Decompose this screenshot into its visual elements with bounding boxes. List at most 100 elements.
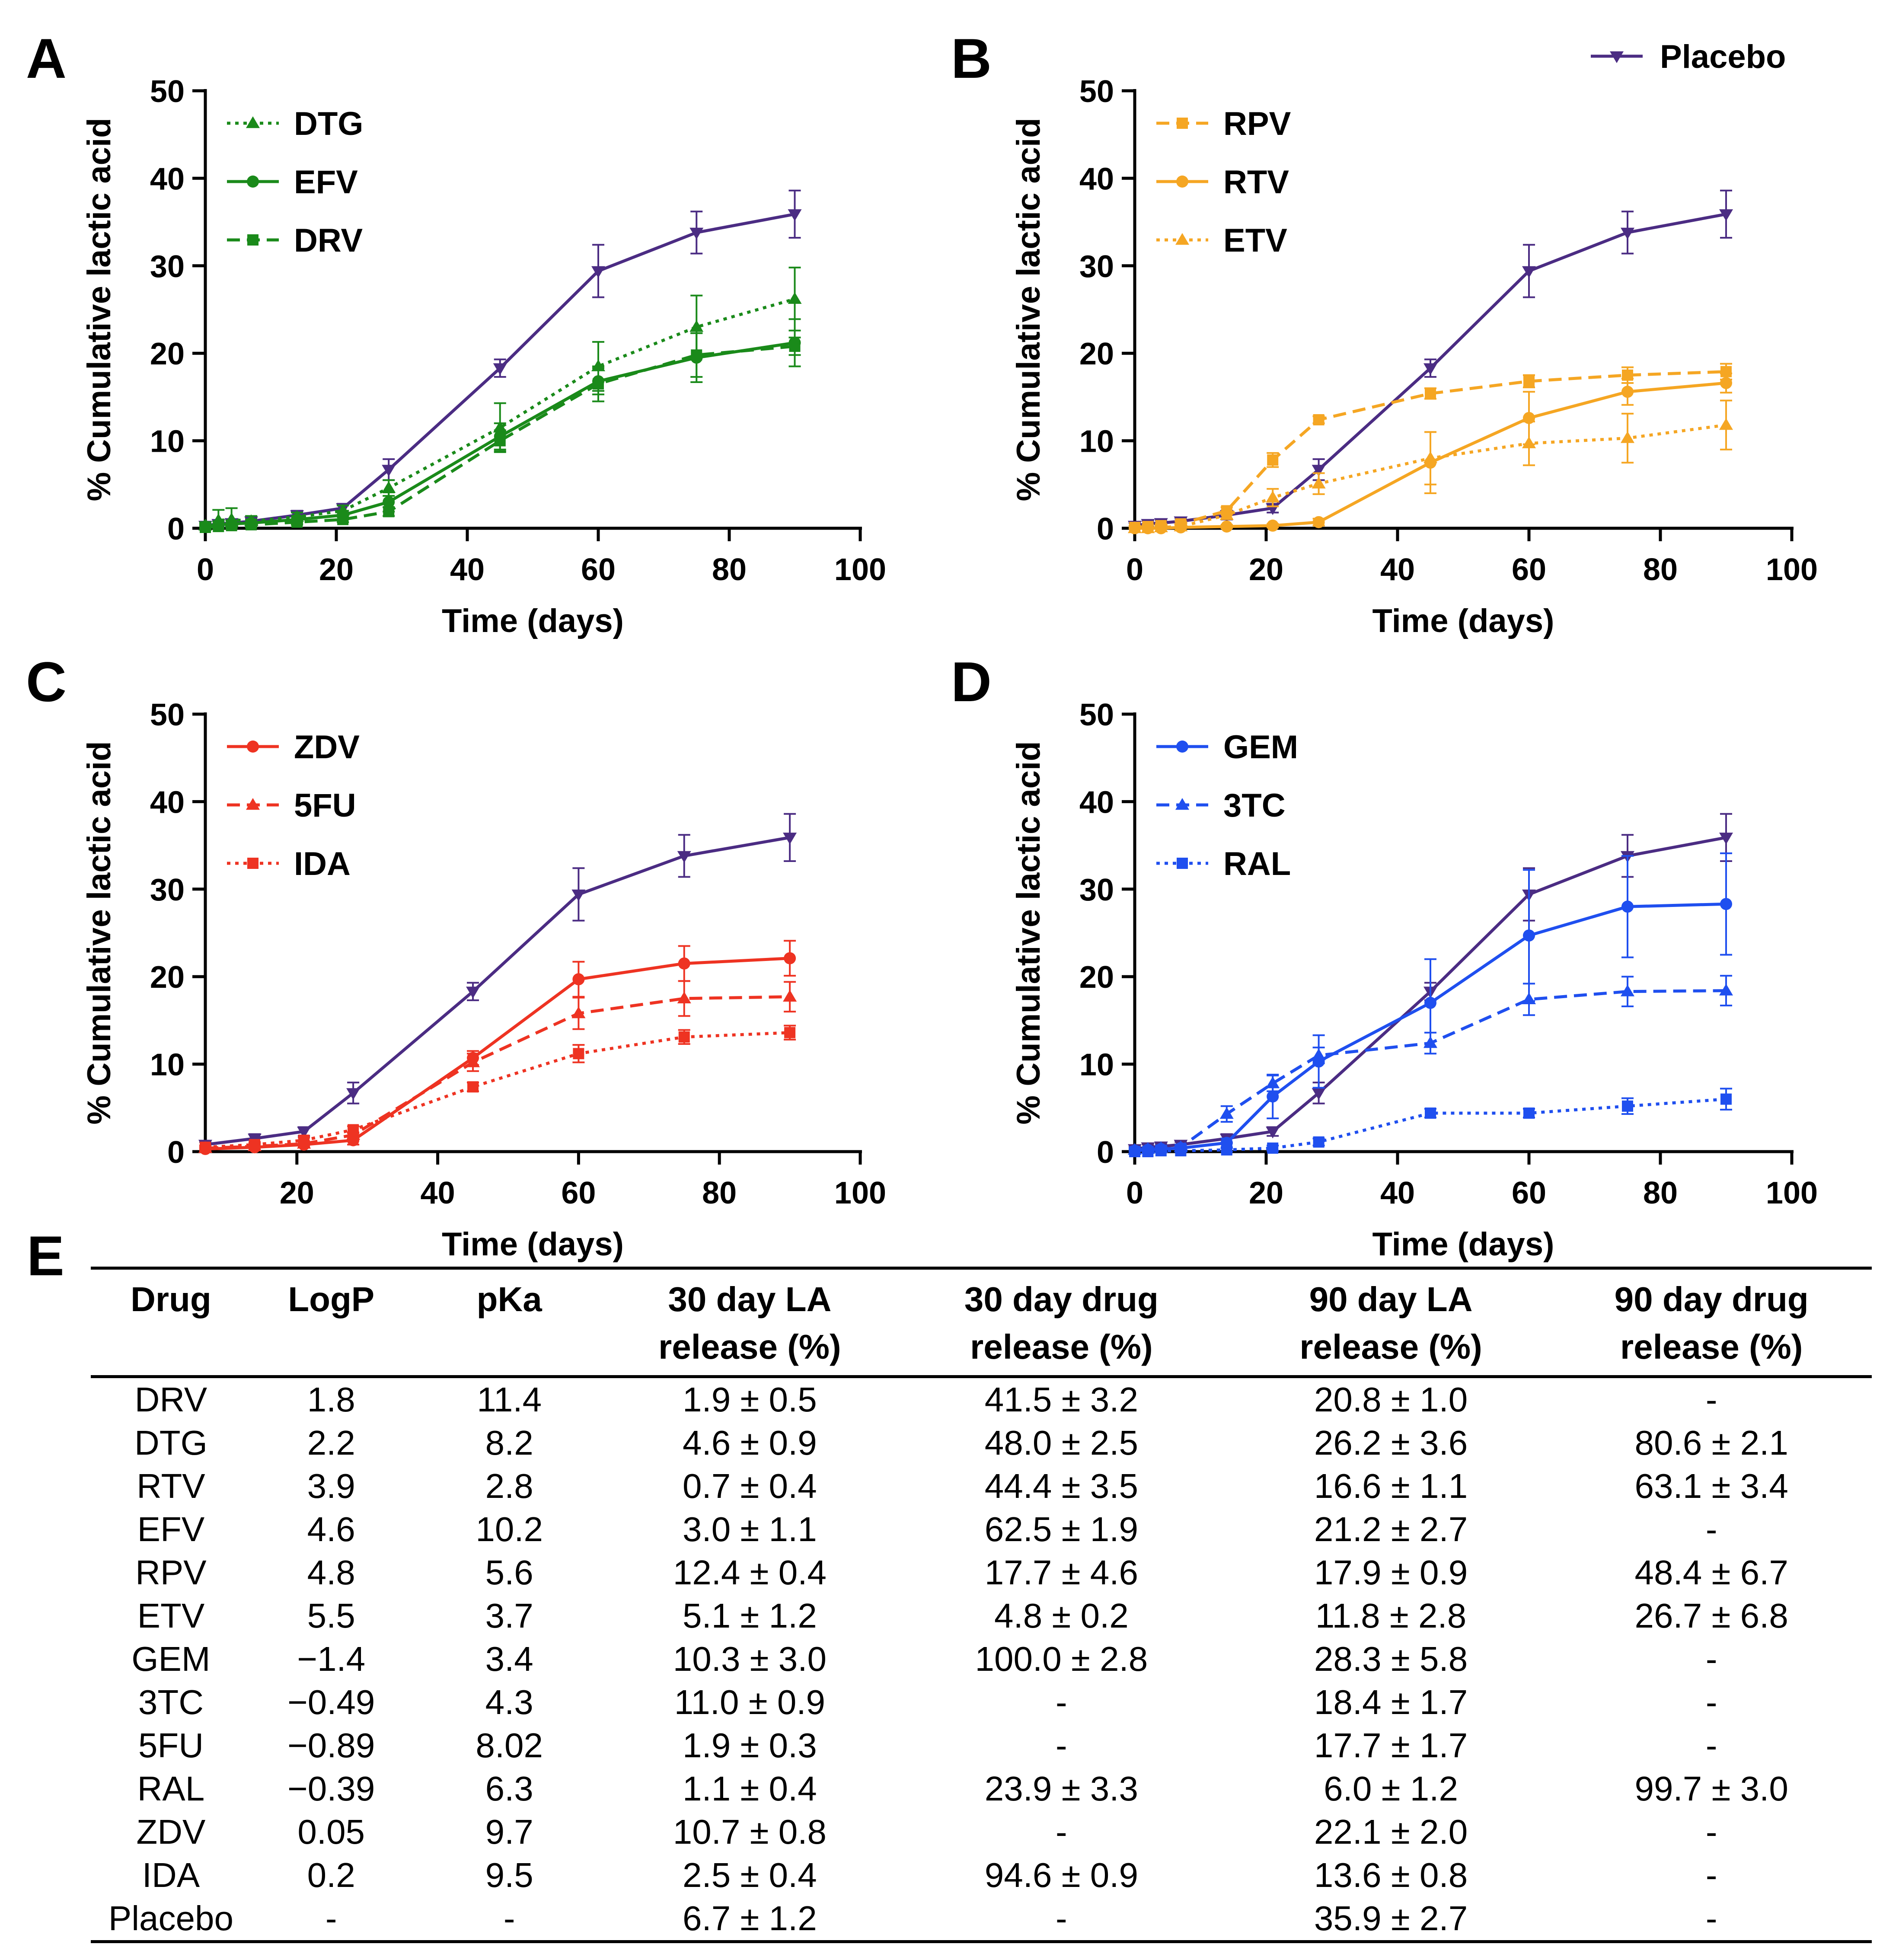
legend-marker [1176, 176, 1188, 188]
y-tick-label: 20 [1079, 337, 1114, 371]
table-header-row: Drug LogP pKa 30 day LA release (%) 30 day… [91, 1268, 1872, 1377]
table-cell: −1.4 [251, 1638, 412, 1681]
data-point [1266, 1076, 1280, 1088]
table-row: 5FU −0.89 8.02 1.9 ± 0.3 - 17.7 ± 1.7 - [91, 1724, 1872, 1767]
table-cell: 4.3 [412, 1681, 607, 1724]
table-row: DTG 2.2 8.2 4.6 ± 0.9 48.0 ± 2.5 26.2 ± 3.6 80… [91, 1421, 1872, 1465]
series-line [205, 997, 790, 1148]
series-efv [199, 319, 801, 533]
table-cell: 17.7 ± 1.7 [1231, 1724, 1551, 1767]
table-cell: 1.1 ± 0.4 [607, 1767, 892, 1810]
table-cell: 3TC [91, 1681, 251, 1724]
data-point [1142, 1146, 1153, 1157]
panel-a: A010203040500 20 40 60 80 100Time (days)% Cum… [26, 27, 886, 639]
column-header-line: release (%) [1231, 1323, 1551, 1371]
data-point [572, 973, 584, 985]
table-cell: EFV [91, 1508, 251, 1551]
column-header: 30 day LA release (%) [607, 1268, 892, 1377]
table-cell: 23.9 ± 3.3 [892, 1767, 1231, 1810]
data-point [1621, 431, 1634, 443]
data-point [1129, 1146, 1140, 1157]
table-cell: 63.1 ± 3.4 [1551, 1465, 1872, 1508]
column-header-line: 90 day drug [1551, 1276, 1872, 1323]
x-axis-label: Time (days) [442, 1226, 624, 1263]
data-point [348, 1124, 359, 1135]
legend-label: 5FU [294, 787, 356, 824]
x-tick-label: 60 [581, 552, 616, 587]
panel-letter: B [951, 27, 992, 90]
y-tick-label: 10 [150, 1048, 185, 1082]
panel-d: D010203040500 20 40 60 80 100Time (days)% Cum… [951, 650, 1818, 1263]
data-point [1313, 414, 1325, 425]
data-point [1425, 1108, 1436, 1119]
data-point [783, 990, 797, 1002]
y-tick-label: 40 [150, 162, 185, 196]
table-cell: 99.7 ± 3.0 [1551, 1767, 1872, 1810]
table-row: 3TC −0.49 4.3 11.0 ± 0.9 - 18.4 ± 1.7 - [91, 1681, 1872, 1724]
data-point [226, 520, 237, 531]
y-axis-label: % Cumulative lactic acid [1010, 118, 1047, 501]
table-cell: 5FU [91, 1724, 251, 1767]
panel-letter: C [26, 650, 67, 713]
data-point [1267, 1090, 1279, 1102]
column-header-line [251, 1323, 412, 1371]
column-header-line: release (%) [607, 1323, 892, 1371]
table-cell: 1.9 ± 0.3 [607, 1724, 892, 1767]
x-tick-label: 80 [702, 1176, 737, 1210]
y-tick-label: 20 [150, 337, 185, 371]
table-cell: IDA [91, 1854, 251, 1897]
data-point [1621, 900, 1634, 913]
table-cell: 4.8 ± 0.2 [892, 1594, 1231, 1638]
table-cell: 5.5 [251, 1594, 412, 1638]
table-cell: 80.6 ± 2.1 [1551, 1421, 1872, 1465]
table-row: EFV 4.6 10.2 3.0 ± 1.1 62.5 ± 1.9 21.2 ± 2.7- [91, 1508, 1872, 1551]
y-axis-label: % Cumulative lactic acid [81, 741, 118, 1125]
column-header: LogP [251, 1268, 412, 1377]
y-tick-label: 10 [150, 425, 185, 459]
table-row: ETV 5.5 3.7 5.1 ± 1.2 4.8 ± 0.2 11.8 ± 2.8 26.… [91, 1594, 1872, 1638]
legend-item-ral: RAL [1156, 846, 1291, 882]
column-header-line [412, 1323, 607, 1371]
data-point [382, 481, 396, 493]
column-header-line: LogP [251, 1276, 412, 1323]
data-point [789, 341, 801, 352]
series-5fu [198, 981, 797, 1153]
table-cell: 0.05 [251, 1810, 412, 1854]
table-cell: 1.8 [251, 1377, 412, 1422]
table-cell: 4.6 [251, 1508, 412, 1551]
y-tick-label: 10 [1079, 425, 1114, 459]
y-axis-label: % Cumulative lactic acid [81, 118, 118, 501]
table-cell: RPV [91, 1551, 251, 1594]
data-point [1267, 520, 1279, 532]
series-placebo [198, 814, 797, 1152]
x-axis-label: Time (days) [1372, 603, 1554, 639]
table-cell: 4.6 ± 0.9 [607, 1421, 892, 1465]
table-cell: RTV [91, 1465, 251, 1508]
column-header: Drug [91, 1268, 251, 1377]
data-point [213, 521, 224, 532]
x-tick-label: 20 [319, 552, 354, 587]
legend-item-gem: GEM [1156, 729, 1298, 766]
table-cell: 18.4 ± 1.7 [1231, 1681, 1551, 1724]
data-point [383, 506, 394, 517]
table-cell: 26.7 ± 6.8 [1551, 1594, 1872, 1638]
data-point [1523, 929, 1535, 942]
panel-letter: A [26, 27, 67, 90]
y-tick-label: 40 [1079, 162, 1114, 196]
x-tick-label: 40 [421, 1176, 455, 1210]
x-tick-label: 60 [561, 1176, 596, 1210]
panel-letter-e: E [27, 1228, 64, 1284]
data-point [593, 378, 604, 389]
data-point [246, 519, 257, 530]
x-tick-label: 100 [834, 552, 886, 587]
data-point [1312, 1048, 1326, 1060]
y-tick-label: 0 [167, 512, 185, 546]
table-cell: - [1551, 1897, 1872, 1942]
legend-item-ida: IDA [227, 846, 351, 882]
data-point [1621, 386, 1634, 398]
column-header: pKa [412, 1268, 607, 1377]
table-row: GEM −1.4 3.4 10.3 ± 3.0 100.0 ± 2.8 28.3 ± 5.… [91, 1638, 1872, 1681]
y-tick-label: 40 [150, 785, 185, 820]
x-tick-label: 40 [450, 552, 485, 587]
legend-marker [1176, 741, 1188, 753]
